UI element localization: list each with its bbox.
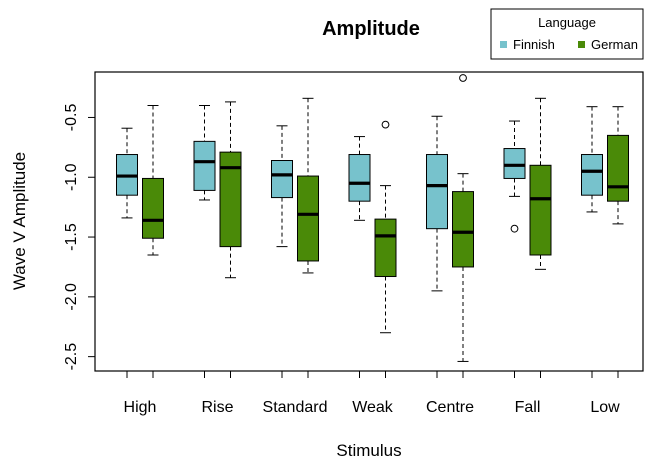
box-finnish-weak <box>348 136 371 221</box>
plot-frame <box>94 71 644 372</box>
box-finnish-standard-iqr <box>271 160 293 199</box>
box-german-rise <box>219 101 242 279</box>
legend-swatch-german <box>578 41 585 48</box>
box-german-centre-iqr <box>452 191 474 268</box>
box-german-standard-iqr <box>297 175 319 262</box>
y-tick-label: -0.5 <box>63 104 80 132</box>
box-german-fall <box>529 97 552 270</box>
x-tick-label-fall: Fall <box>515 399 541 416</box>
y-tick-label: -1.0 <box>63 163 80 191</box>
legend-label-finnish: Finnish <box>513 37 555 52</box>
x-tick-label-standard: Standard <box>263 399 328 416</box>
chart-title: Amplitude <box>322 18 420 40</box>
y-tick-label: -2.0 <box>63 283 80 311</box>
box-finnish-fall-iqr <box>503 148 526 179</box>
x-tick-label-centre: Centre <box>426 399 474 416</box>
box-finnish-high <box>116 127 138 219</box>
box-german-standard <box>297 97 319 274</box>
box-finnish-standard <box>271 125 293 248</box>
box-german-fall-iqr <box>529 164 552 256</box>
legend-label-german: German <box>591 37 638 52</box>
legend: Language Finnish German <box>490 8 644 60</box>
box-finnish-centre <box>426 115 448 292</box>
boxes-layer <box>116 74 629 362</box>
box-german-high <box>142 104 164 256</box>
y-axis-label: Wave V Amplitude <box>10 152 29 290</box>
box-finnish-low <box>581 106 603 213</box>
x-tick-label-high: High <box>124 399 157 416</box>
y-tick-label: -1.5 <box>63 223 80 251</box>
legend-box <box>490 8 644 60</box>
x-tick-label-rise: Rise <box>201 399 233 416</box>
x-tick-label-low: Low <box>590 399 620 416</box>
legend-swatch-finnish <box>500 41 507 48</box>
box-finnish-fall-outlier <box>510 224 519 233</box>
x-axis-label: Stimulus <box>336 441 401 460</box>
y-tick-label: -2.5 <box>63 343 80 371</box>
box-german-weak-outlier <box>381 120 390 129</box>
box-german-low <box>607 106 629 225</box>
legend-title: Language <box>538 15 596 30</box>
x-tick-label-weak: Weak <box>352 399 394 416</box>
box-german-centre-outlier <box>459 74 467 82</box>
box-finnish-rise <box>193 104 216 201</box>
box-german-low-iqr <box>607 134 629 202</box>
box-finnish-low-iqr <box>581 154 603 196</box>
box-german-weak-iqr <box>374 218 397 278</box>
x-axis: High Rise Standard Weak Centre Fall Low <box>124 371 620 416</box>
box-german-high-iqr <box>142 177 164 239</box>
y-axis: -0.5 -1.0 -1.5 -2.0 -2.5 <box>63 104 96 371</box>
box-german-centre <box>452 74 474 362</box>
box-finnish-rise-iqr <box>193 140 216 191</box>
box-finnish-fall <box>503 120 526 233</box>
box-finnish-centre-iqr <box>426 154 448 230</box>
box-german-rise-iqr <box>219 151 242 248</box>
box-finnish-weak-iqr <box>348 154 371 202</box>
box-german-weak <box>374 120 397 334</box>
